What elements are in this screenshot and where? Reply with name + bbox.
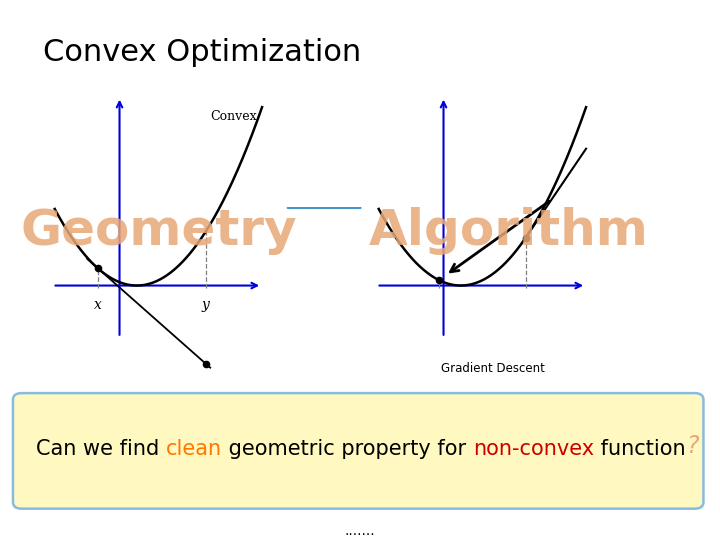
Text: Algorithm: Algorithm [369, 207, 648, 255]
Text: non-convex: non-convex [473, 439, 594, 459]
Text: geometric property for: geometric property for [222, 439, 473, 459]
Text: clean: clean [166, 439, 222, 459]
FancyBboxPatch shape [13, 393, 703, 509]
Text: Convex: Convex [210, 110, 257, 123]
Text: x: x [94, 299, 102, 313]
Text: Convex Optimization: Convex Optimization [43, 38, 361, 67]
Text: Geometry: Geometry [20, 207, 297, 255]
Text: ?: ? [686, 434, 698, 458]
Text: Can we find: Can we find [36, 439, 166, 459]
Text: .......: ....... [345, 524, 375, 538]
Text: Gradient Descent: Gradient Descent [441, 362, 545, 375]
Text: y: y [202, 299, 210, 313]
Text: function: function [594, 439, 685, 459]
